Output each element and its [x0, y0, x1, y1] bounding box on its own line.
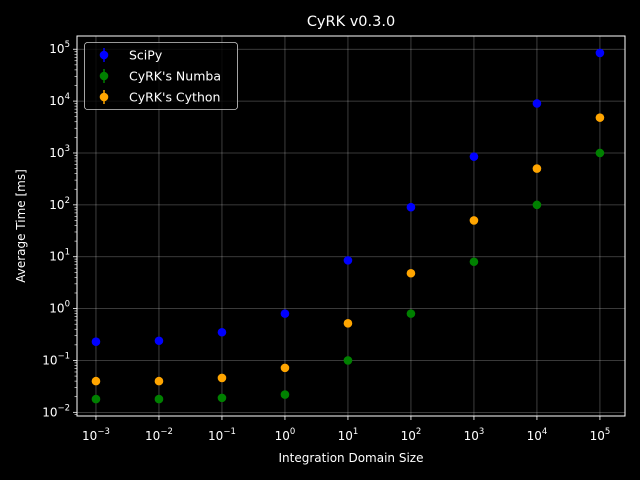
x-tick-base: 10 [401, 429, 416, 443]
data-point-scipy [532, 99, 542, 108]
data-point-cyrk-s-numba [343, 356, 353, 365]
x-tick-label: 105 [590, 427, 611, 443]
x-axis-label: Integration Domain Size [279, 451, 424, 465]
x-tick-exponent: 2 [416, 427, 421, 437]
y-tick-exponent: −1 [57, 351, 70, 361]
x-tick-label: 102 [401, 427, 422, 443]
axis-ticks: 10−3 10−2 10−1 100 101 102 103 104 10510−210−110… [42, 40, 610, 443]
data-point-cyrk-s-cython [595, 113, 605, 122]
data-point-cyrk-s-cython [406, 268, 416, 278]
data-point-scipy [217, 327, 227, 337]
y-tick-exponent: −2 [57, 403, 70, 413]
y-tick-label: 103 [49, 144, 70, 160]
y-tick-base: 10 [49, 94, 64, 108]
legend-box [84, 42, 238, 110]
legend-marker [99, 50, 109, 60]
data-point-cyrk-s-numba [595, 148, 605, 158]
legend-marker [99, 71, 109, 81]
data-point-cyrk-s-numba [280, 390, 290, 399]
x-tick-label: 10−1 [208, 427, 236, 443]
y-tick-base: 10 [42, 405, 57, 419]
y-tick-label: 100 [49, 300, 70, 316]
y-tick-label: 104 [49, 92, 70, 108]
legend: SciPy CyRK's Numba CyRK's Cython [84, 42, 238, 110]
legend-label: SciPy [129, 48, 163, 63]
y-tick-base: 10 [49, 302, 64, 316]
y-tick-label: 105 [49, 40, 70, 56]
y-tick-label: 10−1 [42, 351, 70, 367]
x-tick-exponent: 3 [479, 427, 484, 437]
x-tick-label: 100 [275, 427, 296, 443]
x-tick-exponent: −1 [223, 427, 236, 437]
x-tick-exponent: 1 [353, 427, 358, 437]
x-tick-label: 103 [464, 427, 485, 443]
data-point-cyrk-s-cython [217, 373, 227, 383]
data-point-scipy [91, 337, 101, 347]
data-point-cyrk-s-numba [217, 393, 227, 403]
y-tick-base: 10 [49, 146, 64, 160]
y-tick-base: 10 [49, 42, 64, 56]
data-point-cyrk-s-numba [532, 200, 542, 210]
y-tick-exponent: 5 [65, 40, 70, 50]
y-tick-base: 10 [42, 353, 57, 367]
data-point-cyrk-s-numba [469, 257, 479, 267]
legend-label: CyRK's Cython [129, 90, 220, 105]
x-tick-label: 10−2 [145, 427, 173, 443]
y-tick-base: 10 [49, 198, 64, 212]
data-point-scipy [469, 152, 479, 161]
data-point-cyrk-s-numba [91, 394, 101, 404]
y-tick-exponent: 3 [65, 144, 70, 154]
data-point-cyrk-s-cython [280, 363, 290, 373]
x-tick-base: 10 [464, 429, 479, 443]
data-point-scipy [343, 256, 353, 265]
x-tick-base: 10 [338, 429, 353, 443]
y-axis-label: Average Time [ms] [14, 169, 28, 283]
x-tick-exponent: 4 [542, 427, 547, 437]
legend-marker [99, 92, 109, 102]
y-tick-exponent: 1 [65, 248, 70, 258]
x-tick-exponent: 0 [290, 427, 295, 437]
data-point-cyrk-s-cython [469, 216, 479, 225]
data-point-cyrk-s-numba [406, 309, 416, 318]
x-tick-base: 10 [145, 429, 160, 443]
data-point-cyrk-s-cython [343, 319, 353, 328]
y-tick-label: 102 [49, 196, 70, 212]
y-tick-base: 10 [49, 250, 64, 264]
legend-label: CyRK's Numba [129, 69, 221, 84]
x-tick-label: 101 [338, 427, 359, 443]
data-point-cyrk-s-numba [154, 394, 164, 404]
data-point-cyrk-s-cython [532, 164, 542, 173]
data-point-scipy [154, 336, 164, 346]
data-point-scipy [595, 48, 605, 58]
x-tick-exponent: 5 [605, 427, 610, 437]
y-tick-exponent: 0 [65, 300, 70, 310]
y-tick-exponent: 2 [65, 196, 70, 206]
x-tick-label: 104 [527, 427, 548, 443]
data-point-cyrk-s-cython [91, 376, 101, 386]
x-tick-exponent: −3 [97, 427, 110, 437]
y-tick-exponent: 4 [65, 92, 70, 102]
plot-area-frame [76, 35, 626, 417]
data-point-cyrk-s-cython [154, 376, 164, 386]
x-tick-exponent: −2 [160, 427, 173, 437]
data-point-scipy [406, 202, 416, 212]
x-tick-base: 10 [208, 429, 223, 443]
x-tick-base: 10 [275, 429, 290, 443]
y-tick-label: 101 [49, 248, 70, 264]
x-tick-base: 10 [527, 429, 542, 443]
x-tick-base: 10 [590, 429, 605, 443]
y-tick-label: 10−2 [42, 403, 70, 419]
x-tick-base: 10 [82, 429, 97, 443]
data-point-scipy [280, 309, 290, 318]
data-points [91, 48, 605, 404]
chart-title: CyRK v0.3.0 [307, 14, 395, 30]
x-tick-label: 10−3 [82, 427, 110, 443]
